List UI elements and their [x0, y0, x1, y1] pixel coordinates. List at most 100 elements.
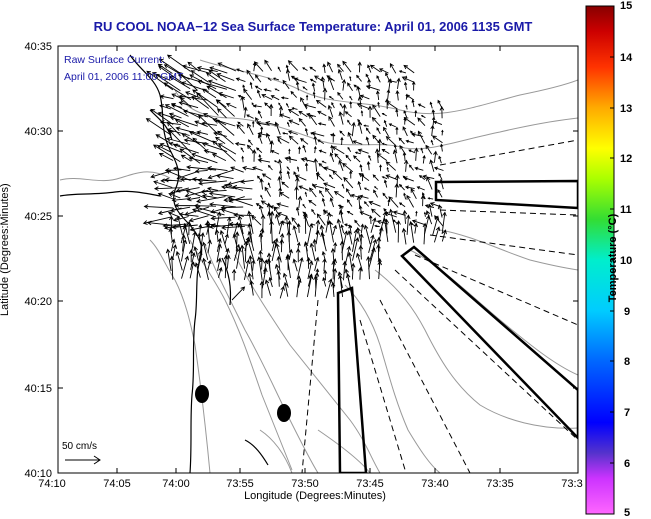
current-vector	[191, 95, 209, 109]
current-vector	[182, 109, 209, 118]
current-vector	[373, 189, 378, 198]
current-vector	[357, 121, 363, 134]
current-vector	[322, 63, 327, 74]
current-vector	[395, 126, 399, 135]
x-tick-label: 74:05	[103, 478, 131, 490]
current-vector	[317, 110, 327, 117]
current-vector	[437, 204, 443, 218]
current-vector	[164, 177, 183, 183]
current-vector	[352, 236, 360, 261]
current-vector	[169, 116, 198, 127]
current-vector	[411, 99, 415, 108]
current-vector	[347, 146, 352, 152]
current-vector	[203, 149, 217, 155]
colorbar-tick-label: 14	[620, 52, 633, 64]
current-vector	[342, 162, 354, 173]
current-vector	[339, 130, 345, 137]
current-vector	[385, 98, 390, 110]
current-vector	[248, 255, 254, 280]
current-vector	[402, 126, 408, 137]
current-vector	[357, 61, 362, 73]
current-vector	[155, 134, 173, 145]
current-vector	[302, 203, 306, 209]
current-vector	[293, 77, 307, 83]
current-vector	[393, 143, 397, 152]
current-vector	[181, 133, 200, 145]
current-vector	[251, 259, 256, 271]
current-vector	[360, 110, 364, 117]
current-vector	[279, 192, 290, 199]
current-vector	[439, 105, 445, 119]
current-vector	[309, 187, 317, 198]
current-vector	[433, 226, 441, 243]
current-vector	[423, 211, 427, 217]
current-vector	[277, 158, 283, 171]
current-vector	[312, 183, 325, 189]
current-vector	[210, 207, 228, 214]
current-vector	[270, 149, 280, 155]
colorbar-tick-label: 5	[624, 507, 630, 519]
current-vector	[267, 182, 271, 189]
current-vector	[437, 99, 443, 108]
current-vector	[271, 237, 279, 262]
current-vector	[312, 91, 316, 99]
current-vector	[366, 255, 371, 280]
current-vector	[246, 114, 254, 119]
current-vector	[359, 163, 363, 172]
current-vector	[439, 178, 444, 190]
colorbar-tick-label: 12	[620, 153, 632, 165]
current-vector	[284, 215, 290, 233]
current-vector	[381, 176, 388, 180]
current-vector	[169, 187, 200, 195]
current-vector	[282, 79, 290, 90]
current-vector	[236, 124, 245, 134]
current-vector	[251, 120, 255, 128]
current-vector	[368, 154, 372, 161]
current-vector	[382, 217, 389, 242]
current-vector	[157, 207, 182, 216]
shipping-lanes	[336, 179, 578, 473]
current-vector	[373, 186, 379, 190]
current-vector	[223, 197, 252, 203]
current-vector	[312, 238, 318, 252]
y-tick-label: 40:35	[24, 41, 52, 53]
current-vector	[377, 138, 383, 152]
current-vector	[295, 81, 300, 91]
current-vector	[347, 251, 353, 272]
current-vector	[323, 182, 336, 189]
current-vector	[422, 222, 428, 245]
current-vector	[180, 154, 192, 162]
current-vector	[227, 196, 253, 207]
current-vector	[398, 137, 405, 145]
current-vector	[353, 155, 361, 163]
current-vector	[395, 108, 399, 117]
current-vector	[343, 176, 354, 189]
current-vector	[205, 72, 218, 81]
current-vector	[376, 75, 381, 83]
colorbar-tick-label: 9	[624, 306, 630, 318]
plot-frame	[57, 45, 579, 474]
current-vector	[186, 196, 201, 202]
current-vector	[366, 160, 371, 171]
current-vector	[201, 241, 209, 260]
current-vector	[209, 66, 228, 74]
current-vector	[374, 224, 380, 228]
current-vector	[273, 160, 279, 164]
current-vector	[237, 121, 244, 127]
current-vector	[178, 212, 199, 217]
current-vector	[200, 189, 227, 195]
current-vector	[363, 124, 369, 127]
current-vector	[189, 74, 217, 90]
current-vector	[194, 168, 208, 174]
current-vector	[347, 82, 353, 91]
current-vector	[156, 144, 172, 153]
current-vector	[339, 240, 345, 261]
current-vector	[159, 94, 174, 100]
current-vector	[342, 260, 348, 281]
current-vector	[234, 231, 240, 252]
current-vector	[291, 217, 299, 227]
current-vector	[298, 117, 306, 127]
current-vector	[231, 268, 237, 281]
current-vector	[321, 160, 327, 164]
current-vector	[296, 223, 301, 233]
